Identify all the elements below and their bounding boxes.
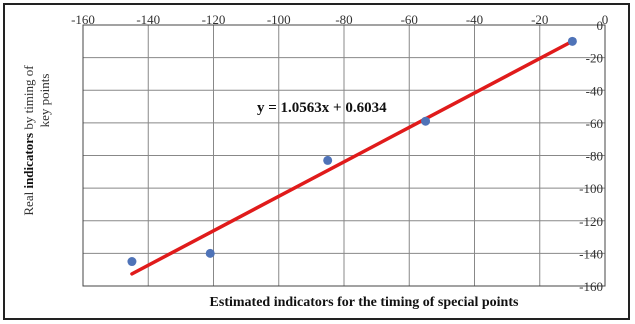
data-point <box>567 36 577 46</box>
x-tick-labels: -160 -140 -120 -100 -80 -60 -40 -20 0 <box>71 12 608 27</box>
data-point <box>205 248 215 258</box>
chart-frame: -160 -140 -120 -100 -80 -60 -40 -20 0 0 -20 -40 -60… <box>3 3 630 320</box>
x-tick-label: -60 <box>401 12 418 27</box>
y-tick-label: 0 <box>597 18 604 33</box>
y-tick-label: -140 <box>579 246 603 261</box>
x-tick-label: -120 <box>202 12 226 27</box>
y-tick-label: -120 <box>579 214 603 229</box>
x-tick-label: -20 <box>531 12 548 27</box>
x-tick-label: 0 <box>602 12 609 27</box>
trend-equation: y = 1.0563x + 0.6034 <box>257 100 387 116</box>
scatter-chart: -160 -140 -120 -100 -80 -60 -40 -20 0 0 -20 -40 -60… <box>21 12 608 310</box>
y-tick-label: -160 <box>579 279 603 294</box>
y-tick-label: -100 <box>579 181 603 196</box>
data-point <box>421 116 431 126</box>
y-tick-labels: 0 -20 -40 -60 -80 -100 -120 -140 -160 <box>579 18 603 294</box>
trend-line <box>130 39 575 276</box>
y-axis-label: Real indicators by timing of <box>21 65 36 216</box>
data-point <box>127 257 137 267</box>
data-point <box>323 155 333 165</box>
x-tick-label: -40 <box>466 12 483 27</box>
y-tick-label: -80 <box>586 149 603 164</box>
y-axis-label-line-2: key points <box>37 74 52 128</box>
x-tick-label: -160 <box>71 12 95 27</box>
x-tick-label: -100 <box>267 12 291 27</box>
y-axis-label-part-2: indicators <box>21 133 36 189</box>
y-tick-label: -60 <box>586 116 603 131</box>
y-tick-label: -20 <box>586 51 603 66</box>
x-tick-label: -140 <box>136 12 160 27</box>
y-axis-label-part-3: by timing of <box>21 65 36 133</box>
plot-border <box>82 24 606 287</box>
data-points <box>127 36 577 267</box>
y-tick-label: -40 <box>586 83 603 98</box>
y-axis-label-part-1: Real <box>21 189 36 216</box>
x-tick-label: -80 <box>335 12 352 27</box>
x-axis-label: Estimated indicators for the timing of s… <box>210 295 519 310</box>
